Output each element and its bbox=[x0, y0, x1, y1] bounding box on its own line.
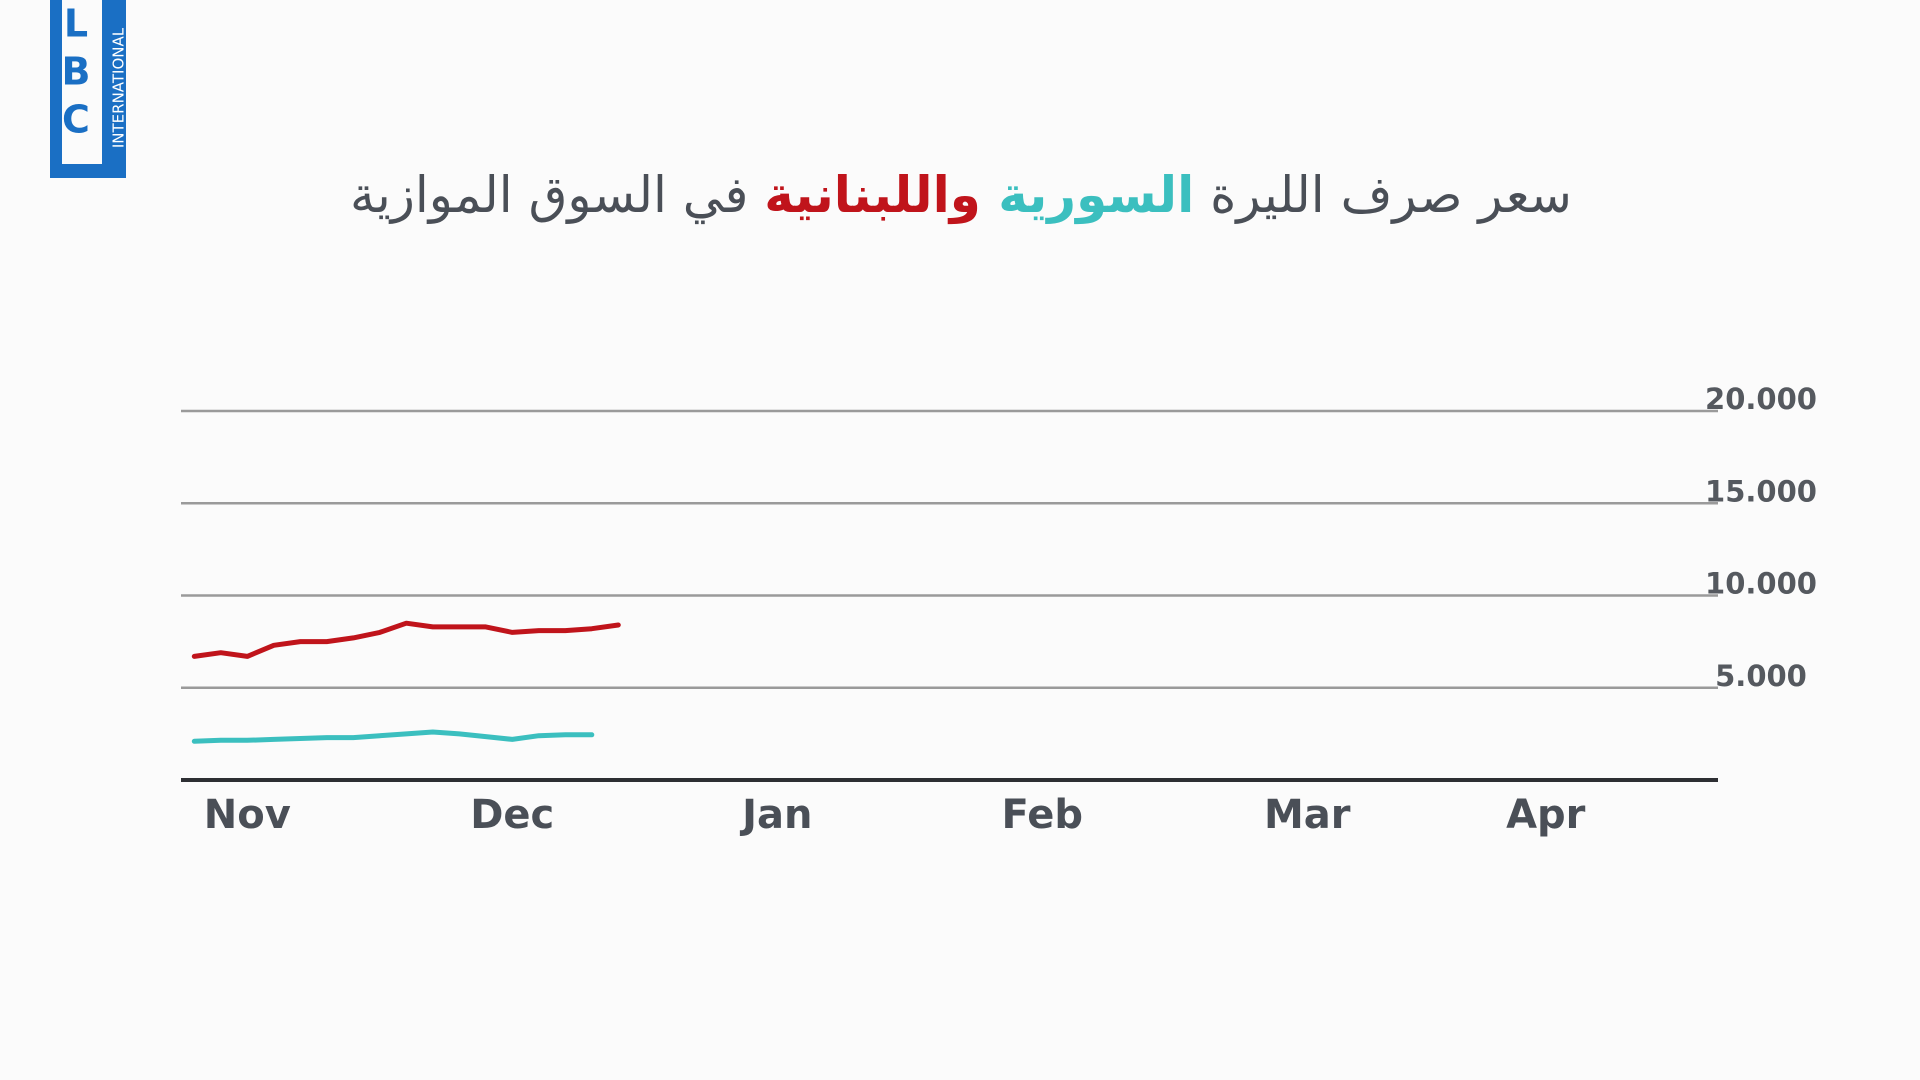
logo: L B C INTERNATIONAL bbox=[50, 0, 128, 178]
logo-letter: L bbox=[64, 2, 88, 46]
x-tick-label: Mar bbox=[1264, 792, 1351, 838]
chart-title: سعر صرف الليرة السورية واللبنانية في الس… bbox=[350, 166, 1572, 225]
logo-letter: B bbox=[62, 50, 91, 94]
y-tick-label: 15.000 bbox=[1705, 474, 1817, 508]
title-part: سعر صرف الليرة bbox=[1194, 166, 1572, 224]
y-tick-label: 5.000 bbox=[1715, 659, 1807, 693]
logo-letter: C bbox=[62, 98, 90, 142]
x-tick-label: Jan bbox=[739, 792, 812, 838]
y-tick-label: 20.000 bbox=[1705, 382, 1817, 416]
title-part: السورية bbox=[998, 166, 1194, 225]
title-part: في السوق الموازية bbox=[350, 166, 764, 224]
x-tick-label: Dec bbox=[470, 792, 554, 838]
logo-side bbox=[102, 0, 126, 178]
series-line bbox=[191, 620, 621, 659]
x-tick-label: Nov bbox=[204, 792, 291, 838]
logo-subtitle: INTERNATIONAL bbox=[110, 27, 128, 148]
series-line bbox=[191, 729, 595, 744]
x-tick-label: Apr bbox=[1506, 792, 1586, 838]
title-part: واللبنانية bbox=[764, 166, 998, 225]
y-tick-label: 10.000 bbox=[1705, 567, 1817, 601]
x-tick-label: Feb bbox=[1002, 792, 1083, 838]
